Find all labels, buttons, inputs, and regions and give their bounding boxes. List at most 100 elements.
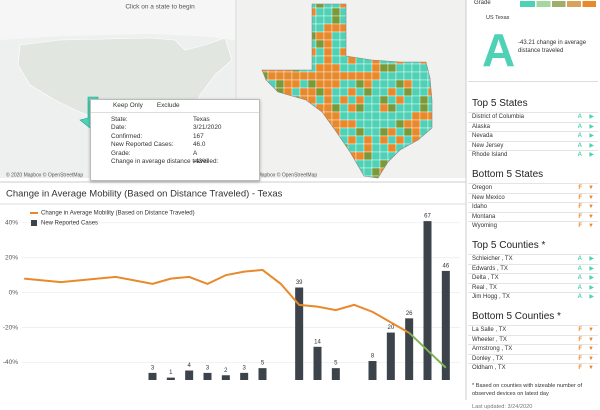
county xyxy=(387,79,397,89)
bar xyxy=(258,368,267,380)
rank-list-title: Top 5 Counties * xyxy=(472,239,546,251)
tooltip-action[interactable]: Exclude xyxy=(156,102,180,109)
county xyxy=(331,39,341,49)
rank-list-title: Bottom 5 States xyxy=(472,168,544,180)
chart-title: Change in Average Mobility (Based on Dis… xyxy=(6,189,283,200)
rank-name: Schleicher , TX xyxy=(472,255,513,262)
rank-grade: A xyxy=(577,255,582,262)
county xyxy=(427,79,432,89)
rank-list: Bottom 5 Counties * La Salle , TX F ▼ Wheele… xyxy=(468,311,598,373)
county xyxy=(363,111,373,121)
rank-name: Real , TX xyxy=(472,284,497,291)
rank-arrow: ▶ xyxy=(589,142,594,149)
county xyxy=(387,71,397,81)
county xyxy=(371,63,381,73)
county xyxy=(307,87,317,97)
tooltip-value: 3/21/2020 xyxy=(193,124,222,132)
rank-arrow: ▶ xyxy=(589,123,594,130)
rank-row: Armstrong , TX F ▼ xyxy=(468,344,598,354)
county xyxy=(403,127,413,137)
county xyxy=(323,15,333,25)
bar xyxy=(368,361,377,380)
tooltip-action[interactable]: Keep Only xyxy=(113,102,143,109)
rank-grade: F xyxy=(578,194,582,201)
rank-arrow: ▼ xyxy=(588,326,594,333)
county xyxy=(387,143,397,153)
rank-arrow: ▼ xyxy=(588,346,594,353)
county xyxy=(379,95,389,105)
map-prompt: Click on a state to begin xyxy=(125,4,195,11)
county xyxy=(403,135,413,145)
y-tick-label: -40% xyxy=(3,359,18,366)
bar xyxy=(423,221,432,380)
rank-name: District of Columbia xyxy=(472,114,525,120)
county xyxy=(291,87,301,97)
bar-label: 5 xyxy=(334,361,338,367)
county xyxy=(323,103,333,113)
county xyxy=(315,31,325,41)
county xyxy=(395,103,405,113)
rank-grade: F xyxy=(578,213,582,220)
county xyxy=(355,79,365,89)
county xyxy=(355,127,365,137)
bar-label: 20 xyxy=(387,325,394,331)
county xyxy=(387,63,397,73)
county xyxy=(411,87,421,97)
y-tick-label: 40% xyxy=(5,219,18,226)
rank-grade: A xyxy=(577,152,582,159)
bar xyxy=(185,370,194,380)
county xyxy=(379,103,389,113)
rank-list-title: Top 5 States xyxy=(472,98,528,109)
chart: 40%20%0%-20%-40%314 3 2 3539145820266746Cha… xyxy=(3,211,460,380)
county xyxy=(395,111,405,121)
county xyxy=(355,143,365,153)
rank-name: Edwards , TX xyxy=(472,265,508,272)
county xyxy=(387,87,397,97)
county xyxy=(323,79,333,89)
rank-row: Idaho F ▼ xyxy=(468,202,598,212)
county xyxy=(371,111,381,121)
bar xyxy=(221,375,230,380)
rank-arrow: ▶ xyxy=(589,284,594,291)
county xyxy=(331,103,341,113)
county xyxy=(411,79,421,89)
tooltip-value: 167 xyxy=(193,132,204,140)
rank-name: Oldham , TX xyxy=(472,365,506,372)
bar xyxy=(295,287,304,380)
tooltip-label: Confirmed: xyxy=(111,132,143,140)
rank-name: Jim Hogg , TX xyxy=(472,294,510,301)
county xyxy=(387,95,397,105)
county xyxy=(411,95,421,105)
bar-label: 67 xyxy=(424,214,431,220)
county xyxy=(347,71,357,81)
grade-legend: Grade xyxy=(468,0,598,12)
county xyxy=(355,135,365,145)
county xyxy=(411,127,421,137)
county xyxy=(315,63,325,73)
grade: A xyxy=(482,24,516,76)
tooltip-label: Date: xyxy=(111,124,127,132)
county xyxy=(387,103,397,113)
county xyxy=(339,111,349,121)
county xyxy=(339,87,349,97)
county xyxy=(323,31,333,41)
rank-arrow: ▼ xyxy=(588,213,594,220)
grade-box: A -43.21 change in average distance trav… xyxy=(468,21,598,81)
county xyxy=(347,135,357,145)
rank-grade: A xyxy=(577,275,582,282)
county xyxy=(323,63,333,73)
line xyxy=(408,332,447,369)
county xyxy=(363,79,373,89)
county xyxy=(387,135,397,145)
county xyxy=(347,127,357,137)
county xyxy=(355,63,365,73)
rank-grade: A xyxy=(577,142,582,149)
county xyxy=(379,135,389,145)
rank-list: Top 5 Counties * Schleicher , TX A ▶ Edwards… xyxy=(468,240,598,302)
county xyxy=(363,151,373,161)
county xyxy=(355,119,365,129)
county xyxy=(315,7,325,17)
county xyxy=(371,103,381,113)
county xyxy=(371,119,381,129)
tooltip-label: Grade: xyxy=(111,149,131,157)
